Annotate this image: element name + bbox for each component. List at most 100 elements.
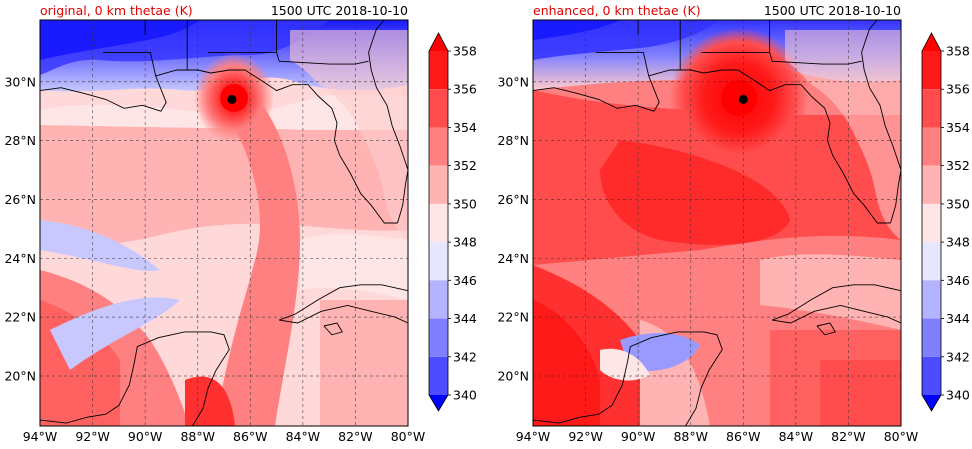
lat-tick-label: 28°N	[4, 133, 36, 148]
coastline	[769, 52, 862, 65]
colorbar-level-label: 344	[453, 311, 477, 326]
lat-tick-label: 26°N	[4, 192, 36, 207]
coastline	[276, 52, 369, 65]
colorbar-level-label: 352	[946, 158, 970, 173]
coastline	[368, 20, 408, 224]
coastline	[596, 51, 650, 76]
colorbar-segment	[429, 356, 448, 395]
lon-tick-label: 84°W	[286, 429, 321, 444]
lat-tick-label: 30°N	[4, 74, 36, 89]
colorbar-segment	[922, 89, 941, 128]
coastline	[40, 331, 230, 426]
colorbar-segment	[922, 165, 941, 204]
colorbar-segment	[429, 242, 448, 281]
colorbar-over-arrow	[922, 33, 941, 51]
lat-tick-label: 24°N	[4, 251, 36, 266]
panel-title-enhanced: enhanced, 0 km thetae (K)	[533, 3, 701, 18]
colorbar-level-label: 350	[453, 196, 477, 211]
lon-tick-label: 94°W	[516, 429, 551, 444]
map-frame-enhanced	[532, 19, 902, 427]
lat-tick-label: 28°N	[497, 133, 529, 148]
lon-tick-label: 82°W	[831, 429, 866, 444]
colorbar-level-label: 356	[946, 82, 970, 97]
colorbar-enhanced: 340 342 344 346 348 350 352 354 356 358	[921, 32, 970, 412]
colorbar-level-label: 350	[946, 196, 970, 211]
storm-center-marker-enhanced	[738, 94, 748, 104]
panel-timestamp-enhanced: 1500 UTC 2018-10-10	[764, 3, 901, 18]
lat-tick-label: 24°N	[497, 251, 529, 266]
lat-tick-label: 20°N	[4, 368, 36, 383]
colorbar-level-label: 356	[453, 82, 477, 97]
colorbar-segment	[429, 89, 448, 128]
lat-tick-label: 22°N	[4, 310, 36, 325]
map-frame-original	[39, 19, 409, 427]
panel-timestamp-original: 1500 UTC 2018-10-10	[271, 3, 408, 18]
lon-tick-label: 84°W	[779, 429, 814, 444]
colorbar-segment	[429, 318, 448, 357]
lon-tick-label: 92°W	[75, 429, 110, 444]
map-overlay-original	[40, 20, 408, 426]
colorbar-level-label: 346	[946, 273, 970, 288]
colorbar-segment	[922, 127, 941, 166]
colorbar-segment	[429, 280, 448, 319]
colorbar-level-label: 354	[453, 120, 477, 135]
lon-tick-label: 88°W	[673, 429, 708, 444]
colorbar-segment	[922, 51, 941, 90]
colorbar-level-label: 340	[453, 388, 477, 403]
lat-tick-label: 20°N	[497, 368, 529, 383]
colorbar-segment	[922, 203, 941, 243]
map-panel-original	[40, 20, 408, 426]
colorbar-segment	[429, 51, 448, 90]
colorbar-segment	[429, 203, 448, 243]
lon-tick-label: 86°W	[726, 429, 761, 444]
lat-tick-label: 30°N	[497, 74, 529, 89]
colorbar-segment	[922, 242, 941, 281]
colorbar-segment	[922, 318, 941, 357]
colorbar-over-arrow	[429, 33, 448, 51]
colorbar-level-label: 348	[946, 235, 970, 250]
lon-tick-label: 86°W	[233, 429, 268, 444]
lat-tick-label: 22°N	[497, 310, 529, 325]
colorbar-under-arrow	[922, 395, 941, 411]
colorbar-segment	[429, 127, 448, 166]
coastline	[533, 69, 891, 224]
coastline	[533, 331, 723, 426]
lon-tick-label: 88°W	[180, 429, 215, 444]
lon-tick-label: 90°W	[621, 429, 656, 444]
colorbar-level-label: 358	[946, 44, 970, 59]
colorbar-level-label: 348	[453, 235, 477, 250]
coastline	[816, 322, 836, 336]
panel-title-original: original, 0 km thetae (K)	[40, 3, 193, 18]
colorbar-level-label: 344	[946, 311, 970, 326]
colorbar-level-label: 342	[453, 349, 477, 364]
colorbar-level-label: 342	[946, 349, 970, 364]
colorbar-level-label: 358	[453, 44, 477, 59]
lon-tick-label: 82°W	[338, 429, 373, 444]
coastline	[40, 69, 398, 224]
lon-tick-label: 94°W	[23, 429, 58, 444]
colorbar-level-label: 352	[453, 158, 477, 173]
colorbar-segment	[922, 356, 941, 395]
lon-tick-label: 80°W	[391, 429, 426, 444]
colorbar-segment	[429, 165, 448, 204]
colorbar-level-label: 354	[946, 120, 970, 135]
lon-tick-label: 92°W	[568, 429, 603, 444]
coastline	[279, 284, 408, 321]
map-panel-enhanced	[533, 20, 901, 426]
coastline	[103, 51, 157, 76]
storm-center-marker-original	[227, 94, 237, 104]
coastline	[861, 20, 901, 224]
colorbar-segment	[922, 280, 941, 319]
map-overlay-enhanced	[533, 20, 901, 426]
lat-tick-label: 26°N	[497, 192, 529, 207]
axis-ticks: 94°W 92°W 90°W 88°W 86°W 84°W 82°W 80°W 20°N 22°N…	[4, 74, 918, 444]
lon-tick-label: 80°W	[884, 429, 919, 444]
coastline	[279, 304, 408, 324]
colorbar-level-label: 340	[946, 388, 970, 403]
colorbar-original: 340 342 344 346 348 350 352 354 356 358	[428, 32, 477, 412]
coastline	[323, 322, 343, 336]
colorbar-level-label: 346	[453, 273, 477, 288]
colorbar-under-arrow	[429, 395, 448, 411]
lon-tick-label: 90°W	[128, 429, 163, 444]
